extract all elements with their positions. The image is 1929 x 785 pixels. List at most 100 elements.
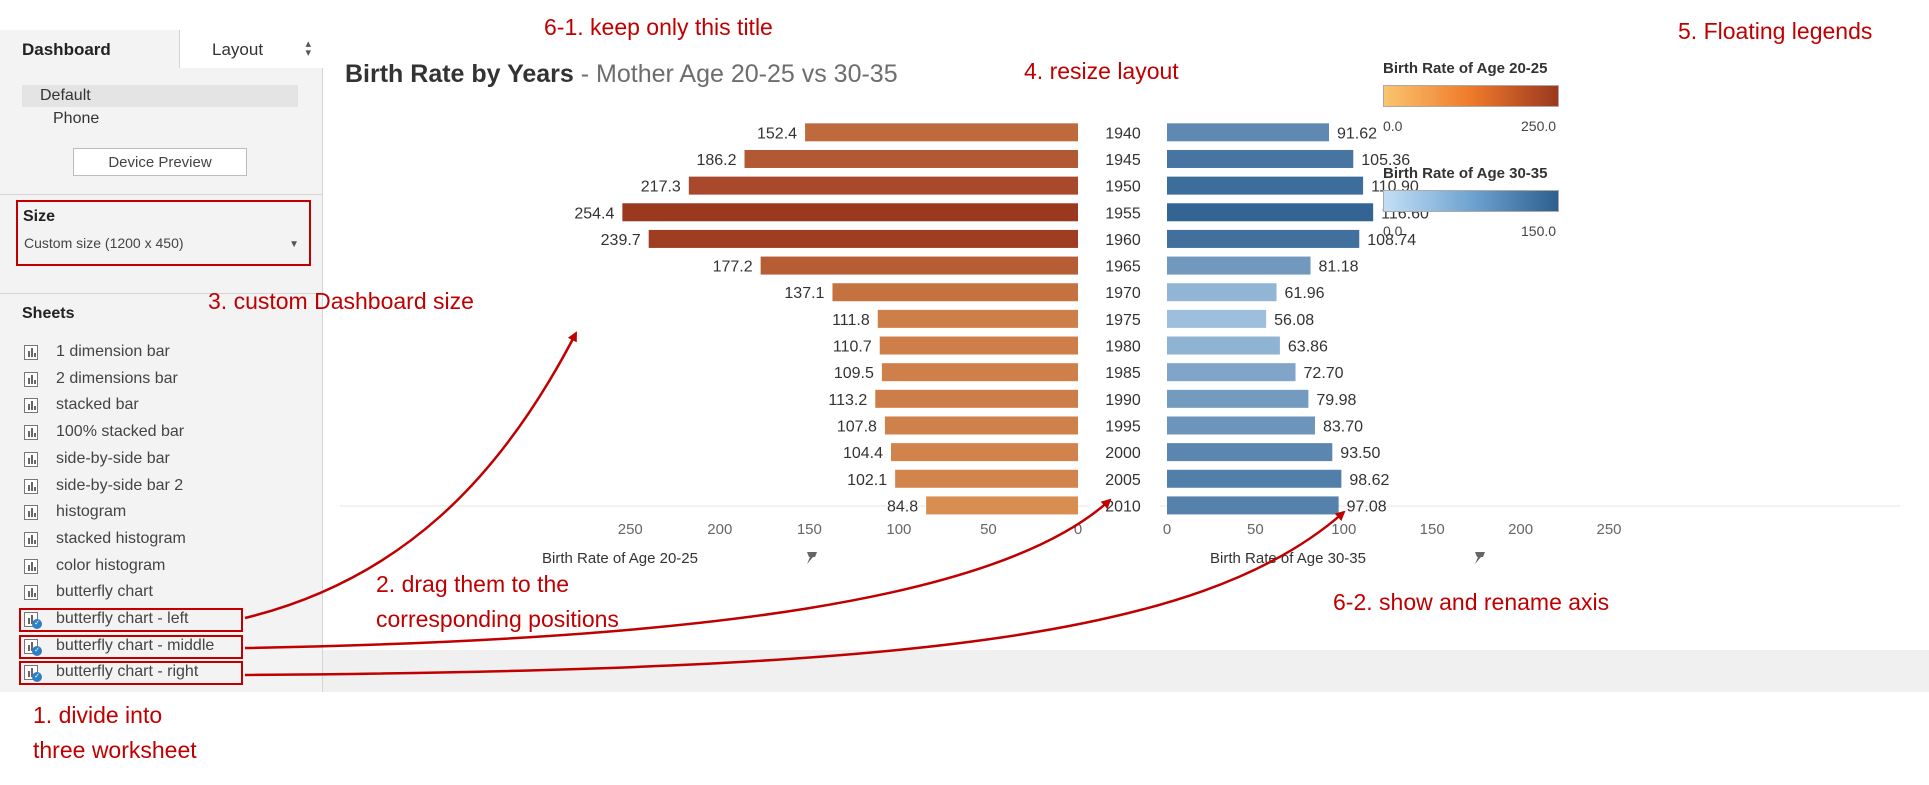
bar-age-20-25[interactable]: [926, 496, 1078, 515]
annotation-floating-legends: 5. Floating legends: [1678, 18, 1873, 44]
in-use-check-icon: ✓: [32, 672, 42, 683]
bar-age-30-35[interactable]: [1167, 149, 1354, 168]
legend-age-20-25[interactable]: Birth Rate of Age 20-25 0.0 250.0: [1383, 60, 1573, 140]
bar-age-30-35[interactable]: [1167, 336, 1280, 355]
bar-age-30-35[interactable]: [1167, 123, 1329, 142]
divider: [0, 194, 323, 195]
updown-icon: ▴ ▾: [305, 38, 311, 59]
data-label-age-30-35: 105.36: [1361, 152, 1410, 169]
right-axis-tick: 100: [1331, 521, 1356, 538]
sheet-label: side-by-side bar 2: [56, 476, 184, 494]
bar-age-30-35[interactable]: [1167, 203, 1374, 222]
title-main: Birth Rate by Years: [345, 60, 574, 88]
worksheet-icon: [24, 425, 38, 441]
legend-max: 250.0: [1521, 118, 1557, 134]
bar-age-20-25[interactable]: [891, 443, 1078, 462]
pin-icon[interactable]: [1475, 552, 1485, 564]
right-axis-tick: 200: [1508, 521, 1533, 538]
dashboard-canvas: Birth Rate by Years - Mother Age 20-25 v…: [330, 30, 1900, 650]
annotation-divide: 1. divide into: [33, 702, 163, 728]
legend-color-ramp: [1383, 190, 1559, 212]
right-axis-tick: 50: [1247, 521, 1264, 538]
legend-age-30-35[interactable]: Birth Rate of Age 30-35 0.0 150.0: [1383, 165, 1573, 245]
dropdown-arrow-icon[interactable]: ▼: [289, 239, 299, 250]
bar-age-20-25[interactable]: [688, 176, 1078, 195]
data-label-age-20-25: 239.7: [601, 232, 641, 249]
sheet-label: side-by-side bar: [56, 449, 170, 467]
bar-age-20-25[interactable]: [881, 363, 1078, 382]
bar-age-30-35[interactable]: [1167, 469, 1342, 488]
left-axis-tick: 50: [980, 521, 997, 538]
bar-age-20-25[interactable]: [895, 469, 1078, 488]
worksheet-icon: [24, 558, 38, 574]
year-label: 1945: [1105, 152, 1141, 169]
device-default[interactable]: Default: [22, 85, 298, 107]
bar-age-30-35[interactable]: [1167, 309, 1267, 328]
bar-age-20-25[interactable]: [884, 416, 1078, 435]
data-label-age-20-25: 109.5: [834, 365, 874, 382]
bar-age-30-35[interactable]: [1167, 389, 1309, 408]
data-label-age-30-35: 56.08: [1274, 312, 1314, 329]
year-label: 1980: [1105, 339, 1141, 356]
year-label: 1985: [1105, 365, 1141, 382]
data-label-age-20-25: 186.2: [696, 152, 736, 169]
data-label-age-20-25: 152.4: [757, 125, 797, 142]
device-preview-button[interactable]: Device Preview: [73, 148, 247, 176]
size-dropdown[interactable]: Custom size (1200 x 450): [24, 235, 184, 251]
in-use-check-icon: ✓: [32, 619, 42, 629]
bar-age-20-25[interactable]: [744, 149, 1078, 168]
bar-age-20-25[interactable]: [805, 123, 1078, 142]
left-axis-title: Birth Rate of Age 20-25: [542, 550, 698, 567]
left-axis-tick: 200: [707, 521, 732, 538]
bar-age-30-35[interactable]: [1167, 229, 1360, 248]
sheet-label: 1 dimension bar: [56, 343, 170, 360]
annotation-show-axis: 6-2. show and rename axis: [1333, 589, 1610, 615]
bar-age-20-25[interactable]: [879, 336, 1078, 355]
data-label-age-30-35: 63.86: [1288, 339, 1328, 356]
tab-layout-label: Layout: [212, 40, 264, 59]
annotation-resize-layout: 4. resize layout: [1024, 58, 1179, 84]
worksheet-icon: [24, 478, 38, 494]
year-label: 2010: [1105, 498, 1141, 515]
sheet-label: color histogram: [56, 556, 166, 574]
bar-age-20-25[interactable]: [875, 389, 1078, 408]
bar-age-30-35[interactable]: [1167, 283, 1277, 302]
sheet-label: butterfly chart: [56, 583, 153, 601]
tab-layout[interactable]: Layout ▴ ▾: [179, 30, 323, 68]
sheet-label: 2 dimensions bar: [56, 369, 178, 387]
data-label-age-30-35: 108.74: [1367, 232, 1416, 249]
bar-age-20-25[interactable]: [760, 256, 1078, 275]
annotation-drag-2: corresponding positions: [376, 606, 619, 632]
title-sub: - Mother Age 20-25 vs 30-35: [573, 60, 898, 88]
dashboard-title[interactable]: Birth Rate by Years - Mother Age 20-25 v…: [345, 60, 898, 89]
pane-tabs: Dashboard Layout ▴ ▾: [0, 30, 323, 68]
butterfly-chart: 152.4 1940 91.62 186.2 1945 105.36 217.3 1950 11…: [340, 123, 1900, 567]
bar-age-30-35[interactable]: [1167, 256, 1311, 275]
data-label-age-30-35: 79.98: [1316, 392, 1356, 409]
worksheet-icon: [24, 398, 38, 414]
data-label-age-20-25: 102.1: [847, 472, 887, 489]
right-axis-tick: 250: [1596, 521, 1621, 538]
data-label-age-30-35: 83.70: [1323, 418, 1363, 435]
bar-age-20-25[interactable]: [832, 283, 1078, 302]
legend-min: 0.0: [1383, 118, 1403, 134]
bar-age-20-25[interactable]: [622, 203, 1078, 222]
sheet-label: butterfly chart - right: [56, 663, 199, 681]
year-label: 2005: [1105, 472, 1141, 489]
pin-icon[interactable]: [807, 552, 817, 564]
sheet-highlight-box: [19, 634, 243, 659]
legend-color-ramp: [1383, 85, 1559, 107]
bar-age-30-35[interactable]: [1167, 496, 1339, 515]
legend-max: 150.0: [1521, 223, 1557, 239]
bar-age-20-25[interactable]: [648, 229, 1078, 248]
right-axis-title: Birth Rate of Age 30-35: [1210, 550, 1366, 567]
year-label: 1990: [1105, 392, 1141, 409]
tab-dashboard[interactable]: Dashboard: [0, 30, 179, 68]
device-phone[interactable]: Phone: [53, 110, 100, 127]
bar-age-30-35[interactable]: [1167, 443, 1333, 462]
year-label: 2000: [1105, 445, 1141, 462]
bar-age-30-35[interactable]: [1167, 176, 1364, 195]
bar-age-20-25[interactable]: [877, 309, 1078, 328]
bar-age-30-35[interactable]: [1167, 363, 1296, 382]
bar-age-30-35[interactable]: [1167, 416, 1315, 435]
